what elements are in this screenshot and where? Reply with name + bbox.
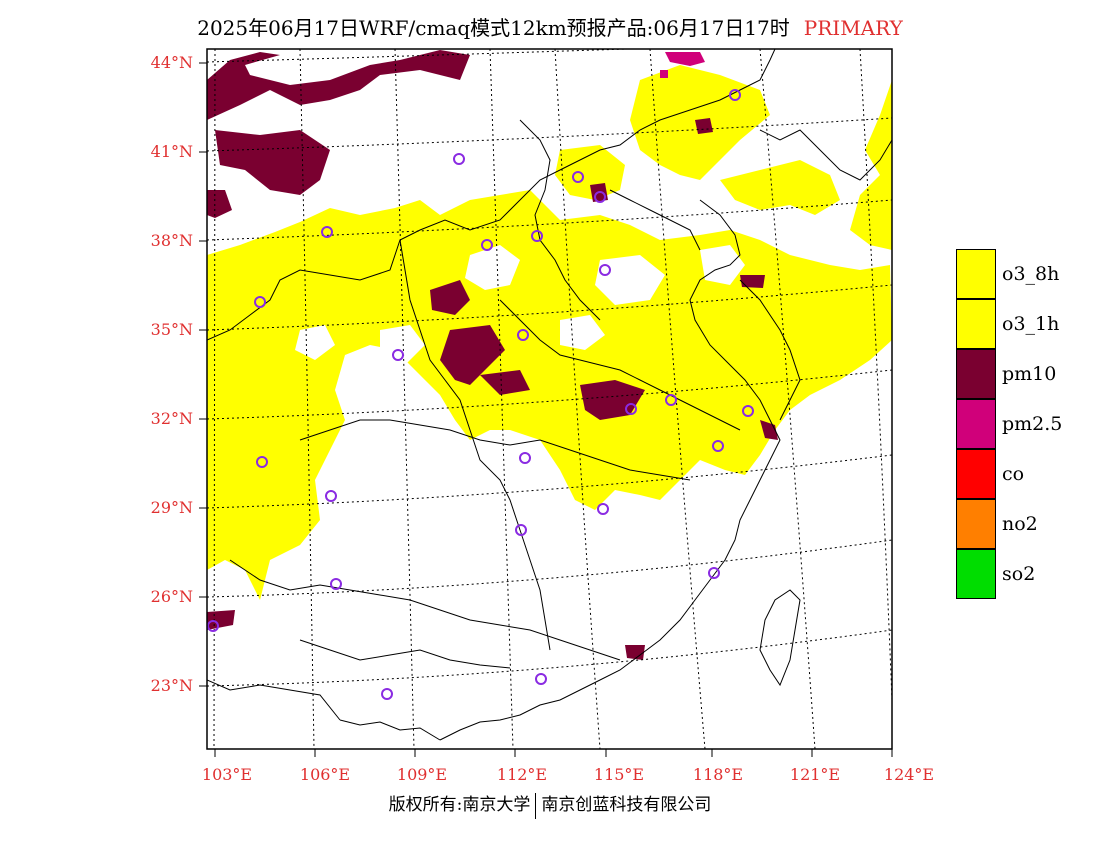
axis-ticks [199, 62, 893, 757]
station-marker [708, 567, 720, 579]
copyright-footer: 版权所有:南京大学 南京创蓝科技有限公司 [0, 790, 1100, 819]
station-marker [392, 349, 404, 361]
lon-label: 118°E [692, 765, 744, 784]
lat-label: 41°N [150, 142, 193, 161]
map-title: 2025年06月17日WRF/cmaq模式12km预报产品:06月17日17时 P… [0, 12, 1100, 41]
legend-swatch [956, 499, 996, 549]
pm25-field [660, 52, 705, 78]
lat-label: 44°N [150, 53, 193, 72]
station-marker [381, 688, 393, 700]
station-marker [519, 452, 531, 464]
legend-label: pm2.5 [1002, 413, 1063, 435]
pm10-field [207, 50, 778, 660]
lon-label: 112°E [496, 765, 548, 784]
station-marker [742, 405, 754, 417]
station-marker [572, 171, 584, 183]
lat-label: 35°N [150, 320, 193, 339]
copyright-left: 版权所有:南京大学 [388, 795, 531, 815]
map-frame [206, 48, 893, 750]
station-marker [531, 230, 543, 242]
lon-label: 124°E [883, 765, 935, 784]
station-marker [256, 456, 268, 468]
station-marker [665, 394, 677, 406]
station-marker [254, 296, 266, 308]
lon-label: 115°E [593, 765, 645, 784]
legend-label: o3_1h [1002, 313, 1060, 335]
legend-swatch [956, 399, 996, 449]
boundaries [207, 49, 892, 741]
legend-label: so2 [1002, 563, 1036, 585]
station-marker [625, 403, 637, 415]
legend-swatch [956, 449, 996, 499]
legend-swatch [956, 299, 996, 349]
station-marker [535, 673, 547, 685]
title-main: 2025年06月17日WRF/cmaq模式12km预报产品:06月17日17时 [197, 16, 790, 40]
legend-swatch [956, 349, 996, 399]
station-marker [729, 89, 741, 101]
station-marker [481, 239, 493, 251]
station-marker [712, 440, 724, 452]
lon-label: 106°E [299, 765, 351, 784]
station-marker [330, 578, 342, 590]
footer-divider [535, 792, 537, 819]
lat-label: 23°N [150, 676, 193, 695]
legend-swatch [956, 549, 996, 599]
lon-label: 109°E [396, 765, 448, 784]
lat-label: 38°N [150, 231, 193, 250]
legend-label: o3_8h [1002, 263, 1060, 285]
legend-label: co [1002, 463, 1025, 485]
legend-label: pm10 [1002, 363, 1057, 385]
station-marker [597, 503, 609, 515]
station-marker [594, 191, 606, 203]
station-marker [321, 226, 333, 238]
lon-label: 121°E [789, 765, 841, 784]
station-marker [325, 490, 337, 502]
station-marker [599, 264, 611, 276]
copyright-right: 南京创蓝科技有限公司 [541, 795, 712, 815]
lon-label: 103°E [201, 765, 253, 784]
title-tag: PRIMARY [803, 16, 903, 40]
lat-label: 29°N [150, 498, 193, 517]
lat-label: 26°N [150, 587, 193, 606]
station-marker [207, 620, 219, 632]
legend-label: no2 [1002, 513, 1038, 535]
station-marker [517, 329, 529, 341]
lat-label: 32°N [150, 409, 193, 428]
station-marker [453, 153, 465, 165]
city-stations [207, 89, 754, 700]
station-marker [515, 524, 527, 536]
legend-swatch [956, 249, 996, 299]
